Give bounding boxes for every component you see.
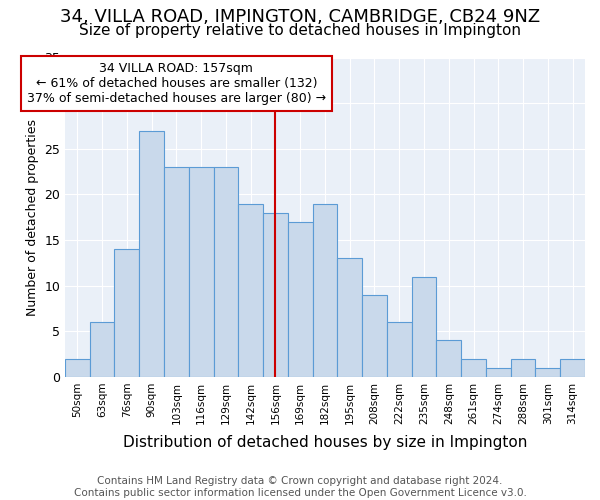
Bar bbox=[436, 340, 461, 377]
Bar bbox=[313, 204, 337, 377]
Bar bbox=[89, 322, 115, 377]
X-axis label: Distribution of detached houses by size in Impington: Distribution of detached houses by size … bbox=[123, 435, 527, 450]
Bar bbox=[65, 358, 89, 377]
Bar bbox=[288, 222, 313, 377]
Bar bbox=[362, 295, 387, 377]
Bar bbox=[164, 167, 189, 377]
Text: 34, VILLA ROAD, IMPINGTON, CAMBRIDGE, CB24 9NZ: 34, VILLA ROAD, IMPINGTON, CAMBRIDGE, CB… bbox=[60, 8, 540, 26]
Bar bbox=[238, 204, 263, 377]
Y-axis label: Number of detached properties: Number of detached properties bbox=[26, 118, 38, 316]
Bar bbox=[139, 130, 164, 377]
Bar bbox=[412, 276, 436, 377]
Text: Contains HM Land Registry data © Crown copyright and database right 2024.
Contai: Contains HM Land Registry data © Crown c… bbox=[74, 476, 526, 498]
Bar bbox=[263, 212, 288, 377]
Bar bbox=[214, 167, 238, 377]
Bar bbox=[387, 322, 412, 377]
Bar bbox=[189, 167, 214, 377]
Bar bbox=[461, 358, 486, 377]
Text: 34 VILLA ROAD: 157sqm
← 61% of detached houses are smaller (132)
37% of semi-det: 34 VILLA ROAD: 157sqm ← 61% of detached … bbox=[27, 62, 326, 105]
Bar bbox=[337, 258, 362, 377]
Text: Size of property relative to detached houses in Impington: Size of property relative to detached ho… bbox=[79, 22, 521, 38]
Bar bbox=[511, 358, 535, 377]
Bar bbox=[115, 249, 139, 377]
Bar bbox=[535, 368, 560, 377]
Bar bbox=[560, 358, 585, 377]
Bar bbox=[486, 368, 511, 377]
